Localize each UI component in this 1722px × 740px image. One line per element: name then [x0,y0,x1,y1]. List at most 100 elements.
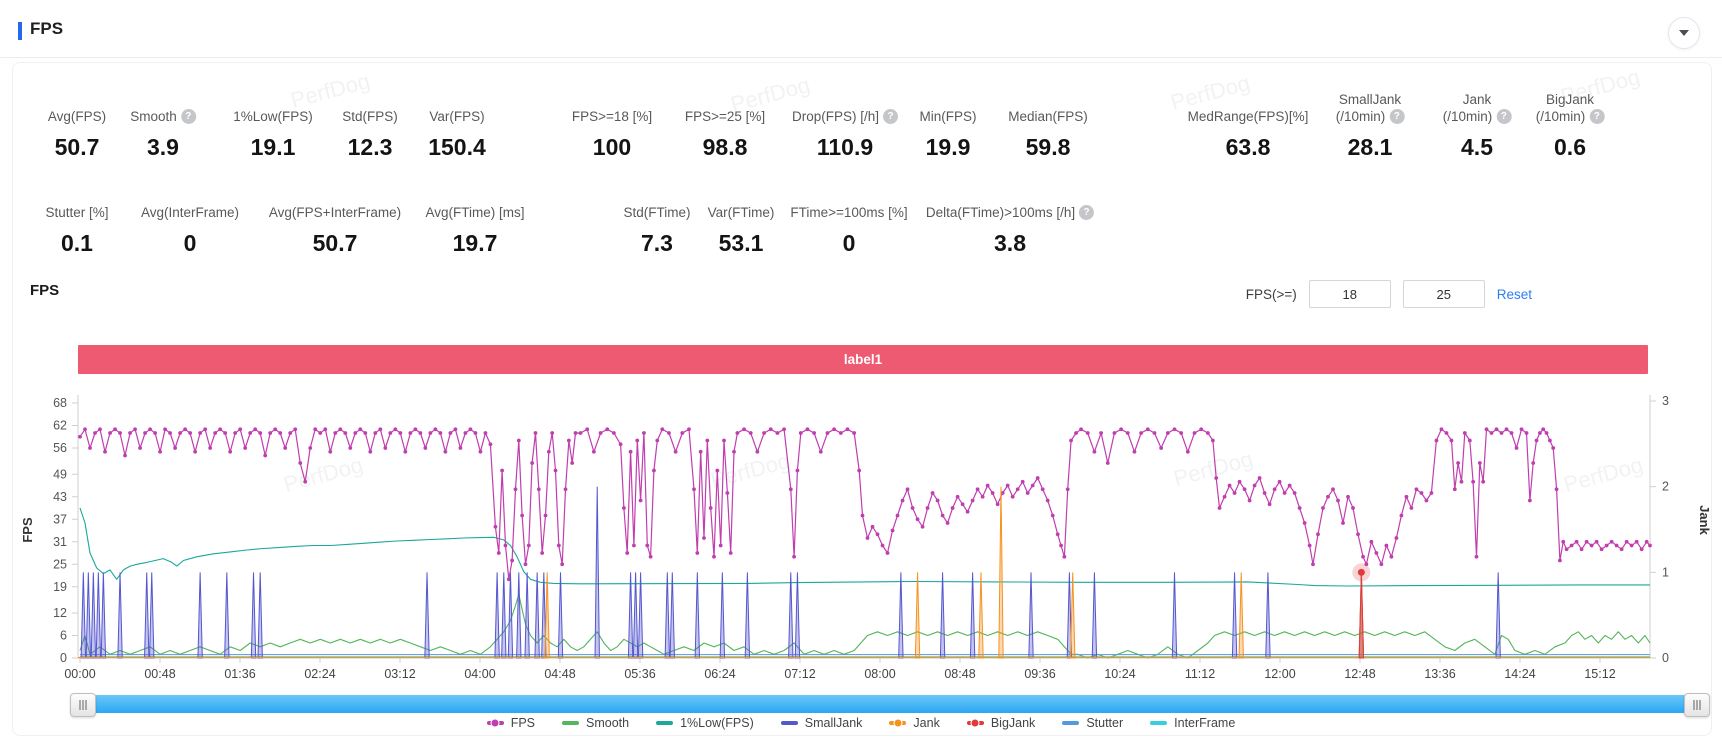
fps-point [718,543,723,548]
x-axis-tick-label: 14:24 [1504,667,1535,680]
legend-item-stutter[interactable]: Stutter [1062,716,1123,730]
label1-banner-text: label1 [843,352,883,367]
fps-point [308,446,313,450]
fps-point [448,431,453,435]
spike-smalljank [744,572,751,659]
fps-point [1644,539,1649,544]
fps-point [1484,427,1489,432]
fps-point [278,431,283,435]
stat-label: Avg(FPS+InterFrame) [268,205,402,220]
fps-point [1439,427,1444,432]
x-axis-tick-label: 11:12 [1185,667,1215,680]
fps-point [1139,431,1144,435]
fps-point [418,431,423,435]
y-axis-tick-label: 37 [53,512,67,526]
fps-point [1232,491,1237,495]
series-fps [79,428,1651,580]
stat-std-ftime-: Std(FTime) 7.3 [624,184,691,256]
stat-label: Drop(FPS) [/h] [791,109,880,124]
fps-threshold-high-input[interactable] [1402,280,1485,308]
fps-point [870,524,875,529]
fps-point [1015,487,1020,492]
stat-value: 50.7 [54,134,100,160]
fps-point [1551,446,1556,450]
help-icon[interactable]: ? [1079,205,1095,220]
fps-point [570,461,575,465]
scrollbar-left-handle[interactable] [70,693,96,717]
fps-point [533,431,538,435]
fps-point [1389,554,1394,559]
fps-point [1237,479,1242,484]
fps-point [1524,431,1529,435]
fps-point [698,449,703,454]
spike-smalljank [694,572,701,659]
scrollbar-right-handle[interactable] [1684,693,1710,717]
fps-point [965,509,970,514]
help-icon[interactable]: ? [180,109,196,124]
stat-jank: Jank (/10min)? 4.5 [1443,84,1512,160]
series-smooth [79,593,1651,659]
fps-point [1574,539,1579,544]
fps-point [173,446,178,450]
legend-item-smooth[interactable]: Smooth [562,716,629,730]
help-icon[interactable]: ? [1589,109,1605,124]
stat-drop-fps-h-: Drop(FPS) [/h]? 110.9 [791,84,899,160]
fps-chart-plot[interactable]: 68 62 56 49 43 37 31 25 19 12 6 0 3 2 1 0 00:00 00:48 01:3… [0,370,1722,680]
stats-chart-card [12,62,1712,736]
stat-label: FPS>=18 [%] [571,109,653,124]
legend-label: InterFrame [1174,716,1236,730]
legend-item-interframe[interactable]: InterFrame [1150,716,1235,730]
fps-point [1297,506,1302,510]
spike-jank [1238,572,1244,659]
legend-item-jank[interactable]: Jank [889,716,940,730]
fps-point [1434,438,1439,443]
help-icon[interactable]: ? [1496,109,1512,124]
jank-axis-tick-label: 2 [1662,480,1669,494]
stat-value: 19.7 [452,230,498,256]
fps-point [193,449,198,454]
legend-item-1-low-fps-[interactable]: 1%Low(FPS) [656,716,754,730]
fps-threshold-low-input[interactable] [1308,280,1391,308]
fps-point [732,449,736,454]
spike-smalljank [1028,572,1034,659]
legend-item-fps[interactable]: FPS [486,716,536,730]
fps-point [905,487,910,492]
fps-point [652,468,656,473]
fps-point [530,461,535,465]
collapse-button[interactable] [1668,17,1700,49]
spike-smalljank [80,572,87,659]
spike-smalljank [1231,572,1238,659]
fps-point [782,427,786,432]
fps-point [1105,461,1110,465]
help-icon[interactable]: ? [1389,109,1405,124]
reset-button[interactable]: Reset [1496,286,1532,302]
legend-item-bigjank[interactable]: BigJank [966,716,1035,730]
fps-point [1277,479,1282,484]
stat-label: Var(FPS) [429,109,485,124]
fps-point [363,431,368,435]
fps-point [1519,427,1524,432]
fps-point [940,513,945,518]
fps-point [550,431,555,435]
fps-point [960,502,965,507]
fps-point [1205,431,1210,435]
fps-point [930,491,935,495]
x-axis-tick-label: 00:00 [64,667,95,680]
fps-point [503,543,508,548]
fps-point [880,543,885,548]
fps-point [563,487,568,492]
help-icon[interactable]: ? [883,109,899,124]
fps-point [98,427,102,432]
spike-smalljank [250,572,257,659]
right-axis-title: Jank [1697,505,1712,535]
fps-point [680,431,685,435]
fps-point [1424,498,1429,503]
fps-point [163,427,167,432]
chart-scrollbar-track[interactable] [78,695,1710,713]
fps-point [1429,491,1434,495]
fps-point [1444,431,1449,435]
legend-label: FPS [510,716,536,730]
legend-item-smalljank[interactable]: SmallJank [780,716,862,730]
fps-point [1287,483,1292,488]
